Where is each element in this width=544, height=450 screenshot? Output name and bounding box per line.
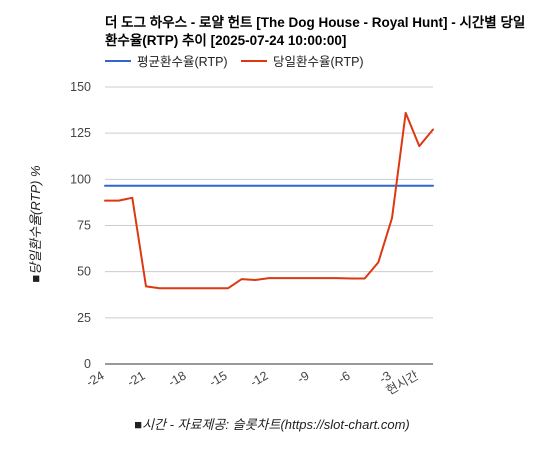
x-tick-label: -9	[295, 368, 312, 386]
y-tick-label: 125	[70, 126, 91, 140]
y-axis-title: ■당일환수율(RTP) %	[28, 165, 43, 282]
y-tick-label: 75	[77, 219, 91, 233]
legend-label: 평균환수율(RTP)	[137, 55, 228, 69]
x-tick-label: -24	[84, 368, 107, 389]
series-line-daily-rtp	[104, 111, 434, 290]
x-tick-label: -18	[166, 368, 189, 389]
x-axis-title: ■시간 - 자료제공: 슬롯차트(https://slot-chart.com)	[134, 417, 410, 432]
y-tick-label: 150	[70, 80, 91, 94]
legend-label: 당일환수율(RTP)	[273, 55, 364, 69]
x-tick-label: -21	[125, 368, 148, 389]
x-tick-label: -6	[336, 368, 353, 386]
x-tick-label: 현시간	[384, 368, 421, 398]
y-tick-label: 50	[77, 265, 91, 279]
y-tick-label: 100	[70, 172, 91, 186]
chart-title: 더 도그 하우스 - 로얄 헌트 [The Dog House - Royal …	[105, 15, 526, 48]
y-tick-label: 25	[77, 311, 91, 325]
x-tick-label: -12	[248, 368, 271, 389]
y-tick-label: 0	[84, 357, 91, 371]
x-tick-label: -15	[207, 368, 230, 389]
